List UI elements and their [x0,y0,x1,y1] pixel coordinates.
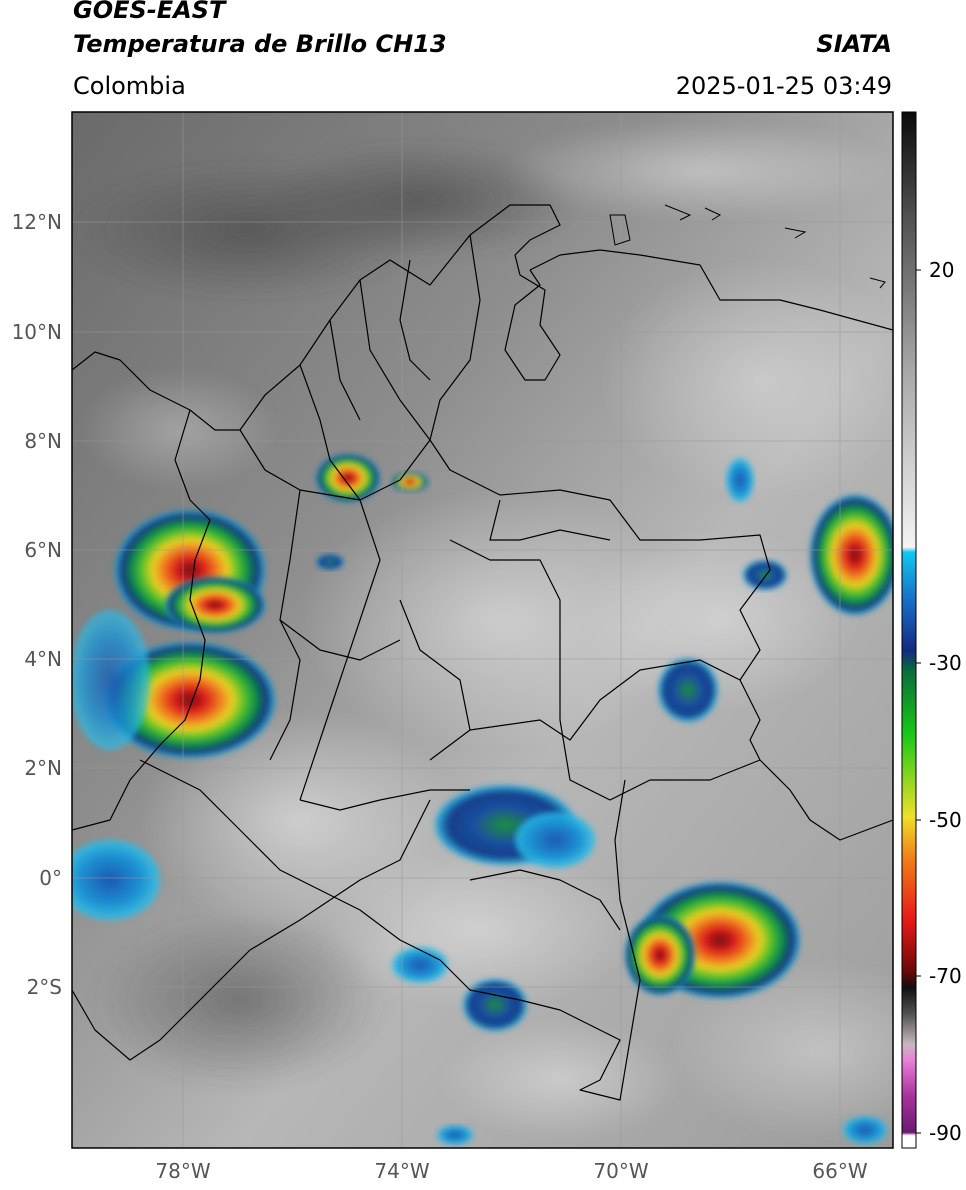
interior-5 [299,499,381,801]
lon-label: 66°W [812,1159,867,1183]
small-antioquia-cell [316,554,344,570]
venezuela-east-cell-2 [743,560,787,590]
interior-14 [399,259,431,381]
colorbar-tick: -70 [929,964,962,988]
lat-label: 2°N [24,756,62,780]
pacific-low-cell-2 [72,610,150,750]
interior-1 [239,429,431,501]
lat-label: 8°N [24,429,62,453]
lat-label: 10°N [12,320,62,344]
lon-label: 70°W [593,1159,648,1183]
pacific-low-cell [72,840,160,920]
interior-13 [489,499,611,541]
south-speck [437,1125,473,1145]
interior-6 [449,539,561,720]
amazonas-south-cell-2 [392,947,448,983]
interior-12 [469,869,621,931]
storm-cells [72,454,893,1145]
org-label: SIATA [816,30,892,58]
interior-9 [299,789,470,811]
colorbar: 20 -30 -50 -70 -90 [901,111,962,1149]
interior-3 [359,279,431,441]
map-frame [71,111,894,1149]
satellite-title: GOES-EAST [73,0,226,24]
lon-labels: 78°W 74°W 70°W 66°W [155,1159,867,1183]
interior-7 [399,599,471,731]
product-title: Temperatura de Brillo CH13 [73,30,447,58]
lat-label: 12°N [12,210,62,234]
vichada-cell [658,658,718,722]
colombia-south [139,759,641,1101]
interior-2 [299,364,361,501]
venezuela-coast [529,249,893,331]
lat-labels: 12°N 10°N 8°N 6°N 4°N 2°N 0° 2°S [12,210,62,999]
pacific-choco-cell-tail [165,577,265,633]
colorbar-tick: -90 [929,1121,962,1145]
colorbar-tick: 20 [929,258,954,282]
coastlines-and-borders [72,204,893,1101]
colorbar-gradient [901,111,917,1149]
guaviare-vaupes-cell-2 [515,812,595,868]
lat-label: 0° [39,866,62,890]
graticule [72,112,893,1148]
southeast-speck [843,1116,887,1144]
north-antioquia-cell [316,454,380,502]
caribbean-coast [72,204,561,431]
ecuador-peru-south [72,899,331,1061]
venezuela-streak [726,458,754,502]
region-label: Colombia [73,72,186,100]
colorbar-tick: -50 [929,808,962,832]
interior-15 [329,319,361,421]
lon-label: 74°W [374,1159,429,1183]
venezuela-border [429,234,771,681]
islands [609,204,886,289]
colorbar-tick: -30 [929,651,962,675]
pacific-coast [72,409,211,831]
interior-8 [279,619,401,661]
interior-10 [329,799,431,901]
amazonas-east-cell-2 [625,915,695,995]
santander-cell [392,472,428,492]
lat-label: 6°N [24,538,62,562]
interior-11 [559,719,761,801]
lon-label: 78°W [155,1159,210,1183]
venezuela-east-cell [810,495,893,615]
datetime-label: 2025-01-25 03:49 [675,72,892,100]
cloud-texture [72,120,893,1140]
lat-label: 4°N [24,647,62,671]
lat-label: 2°S [27,975,62,999]
interior-4 [269,489,301,761]
